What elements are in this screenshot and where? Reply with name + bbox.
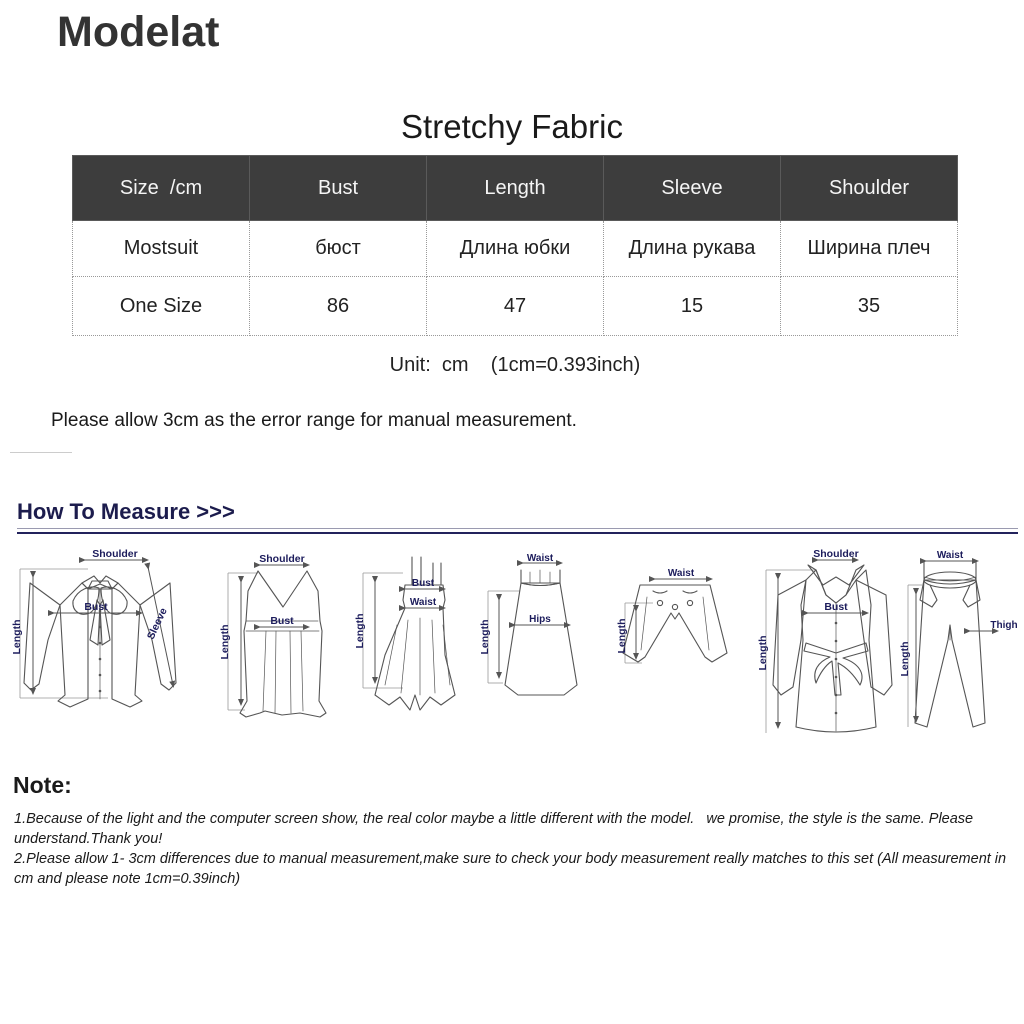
svg-text:Length: Length <box>900 642 911 677</box>
svg-text:Shoulder: Shoulder <box>813 548 859 560</box>
svg-text:Thigh: Thigh <box>990 620 1017 631</box>
svg-text:Hips: Hips <box>529 614 551 625</box>
svg-text:Length: Length <box>11 620 23 655</box>
svg-text:Shoulder: Shoulder <box>92 548 138 560</box>
svg-text:Bust: Bust <box>824 601 848 613</box>
svg-text:Length: Length <box>219 625 231 660</box>
svg-text:Bust: Bust <box>412 578 435 589</box>
svg-text:Length: Length <box>480 620 491 655</box>
svg-text:Bust: Bust <box>270 615 294 627</box>
svg-text:Waist: Waist <box>410 597 437 608</box>
svg-text:Waist: Waist <box>937 550 964 561</box>
svg-text:Waist: Waist <box>527 553 554 564</box>
svg-text:Bust: Bust <box>84 601 108 613</box>
svg-text:Length: Length <box>757 636 769 671</box>
svg-text:Shoulder: Shoulder <box>259 553 305 565</box>
svg-text:Waist: Waist <box>668 568 695 579</box>
svg-text:Sleeve: Sleeve <box>145 606 170 641</box>
svg-text:Length: Length <box>616 619 628 654</box>
svg-text:Length: Length <box>355 614 366 649</box>
